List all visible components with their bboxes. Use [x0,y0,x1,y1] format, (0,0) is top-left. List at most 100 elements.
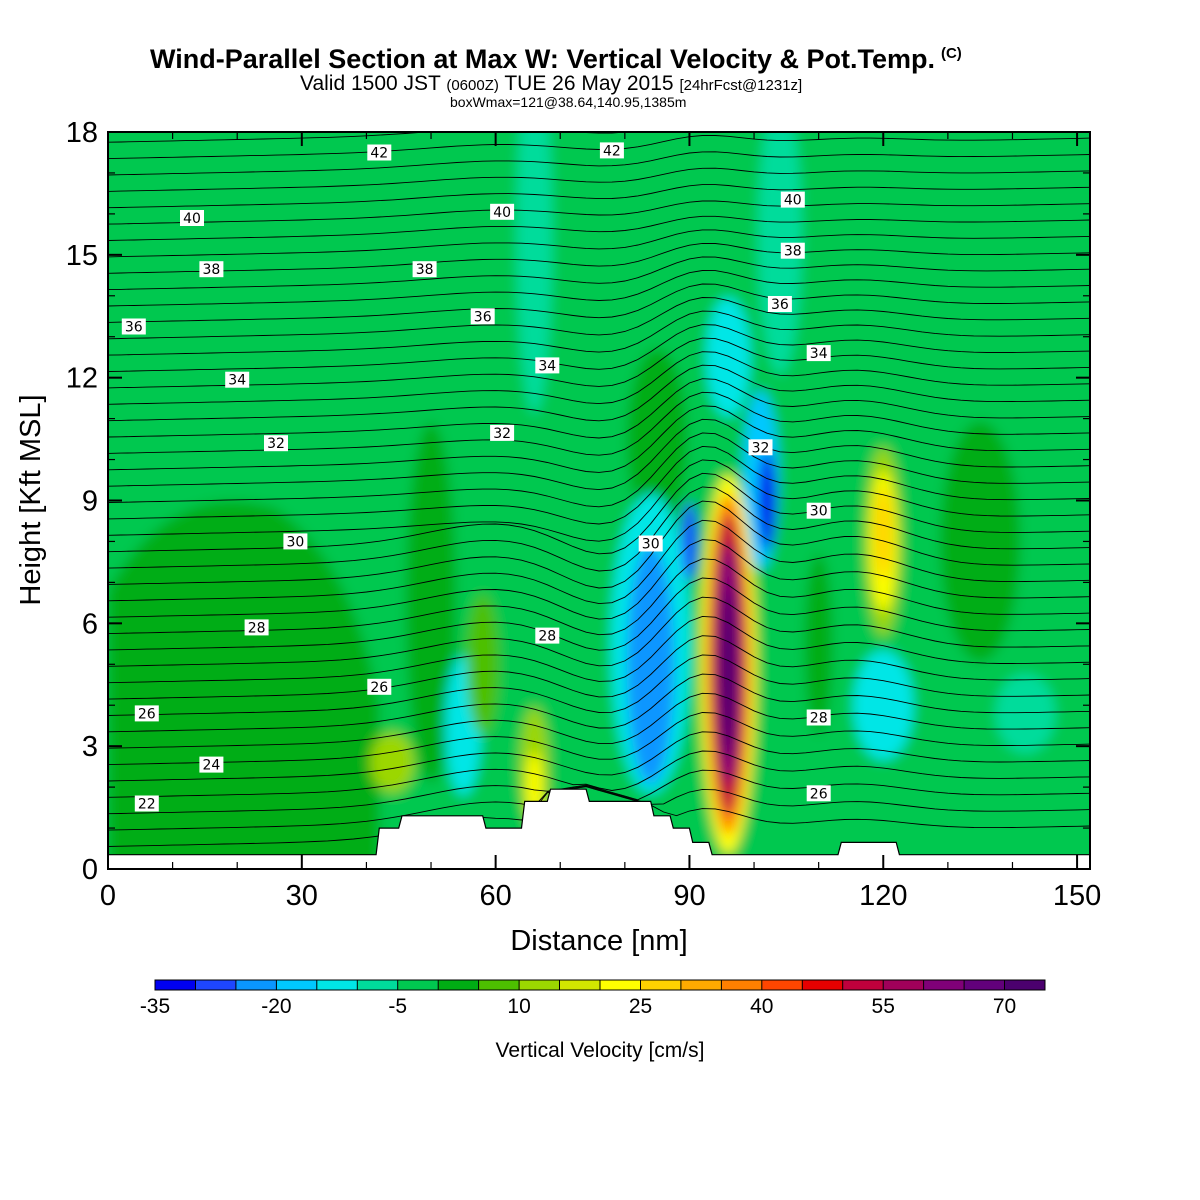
updraft2-core [875,488,892,579]
isentrope-line [108,200,1090,225]
colorbar-swatch [1004,980,1046,990]
isentrope-label: 28 [244,619,269,636]
isentrope-label: 42 [367,144,392,162]
x-tick-label: 150 [1053,880,1101,912]
y-tick-label: 0 [82,854,98,886]
isentrope-label-text: 40 [784,193,802,209]
y-tick-label: 12 [66,363,98,395]
colorbar-swatch [316,980,358,990]
isentrope-line [108,445,1090,525]
isentrope-label: 34 [225,371,250,389]
isentrope-line [108,786,1090,847]
colorbar-swatch [478,980,520,990]
downdraft-top [706,297,751,418]
downdraft-narrow [681,501,698,582]
x-tick-label: 0 [100,880,116,912]
colorbar-frame [154,979,1046,991]
isentrope-label: 28 [535,627,560,645]
isentrope-line [108,378,1090,439]
isentrope-line [108,459,1090,542]
isentrope-label-text: 32 [267,436,285,452]
rise-zone-right-low [804,553,833,734]
isentrope-line [108,486,1090,572]
rise-zone-right [940,421,1021,662]
copyright-mark: (C) [940,45,962,62]
isentrope-line [108,229,1090,258]
valid-utc: (0600Z) [446,77,499,94]
isentrope-line [108,432,1090,508]
isentrope-line [108,500,1090,589]
sink-zone-right-core [853,650,914,761]
valid-prefix: Valid 1500 JST [300,72,441,95]
colorbar-label: Vertical Velocity [cm/s] [496,1039,705,1062]
isentrope-line [108,135,1090,160]
isentrope-label-bg [121,318,146,335]
isentrope-label-bg [412,261,437,278]
isentrope-label-bg [806,502,831,519]
isentrope-label: 36 [767,296,792,313]
isentrope-label-bg [806,345,831,362]
y-tick-label: 3 [82,731,98,763]
isentrope-line [108,785,1090,831]
isentrope-label-text: 26 [138,706,156,722]
terrain [108,788,1090,869]
updraft-core [721,587,736,758]
isentrope-label-text: 34 [538,358,556,374]
colorbar-tick-label: 40 [750,995,773,1018]
isentrope-label-text: 24 [202,758,220,774]
isentrope-label-bg [638,535,663,552]
isentrope-label-bg [535,627,560,644]
isentrope-line [108,167,1090,192]
isentrope-label-text: 38 [784,244,802,260]
colorbar-swatch [519,980,561,990]
updraft5 [466,594,499,735]
valid-date: TUE 26 May 2015 [504,72,674,95]
isentrope-line [108,418,1090,491]
colorbar-swatch [195,980,237,990]
colorbar-swatch [276,980,318,990]
isentrope-label-text: 28 [248,620,266,636]
isentrope-label-text: 28 [810,711,828,727]
x-tick-label: 120 [859,880,907,912]
isentrope-line [108,673,1090,733]
isentrope-label-text: 30 [286,534,304,550]
colorbar-swatch [923,980,965,990]
x-axis-label: Distance [nm] [510,925,687,957]
y-tick-label: 15 [66,240,98,272]
colorbar-tick-label: -20 [261,995,291,1018]
isentrope-line [108,151,1090,176]
isentrope-line [108,615,1090,684]
sink-zone-top [516,132,553,415]
x-tick-label: 60 [479,880,511,912]
isentrope-label-bg [490,424,515,441]
isentrope-label-text: 30 [810,504,828,520]
isentrope-label-text: 42 [603,143,621,159]
isentrope-line [108,405,1090,473]
isentrope-label-bg [134,705,159,722]
isentrope-label-text: 28 [538,629,556,645]
isentrope-label: 30 [806,502,831,520]
isentrope-line [108,731,1090,782]
isentrope-label-bg [806,709,831,726]
x-tick-label: 90 [673,880,705,912]
isentrope-label-text: 42 [370,146,388,162]
isentrope-line [108,270,1090,307]
colorbar-swatch [883,980,925,990]
sink-zone-right [995,673,1056,754]
isentrope-line [108,577,1090,651]
colorbar-swatch [600,980,641,990]
isentrope-label-text: 32 [493,426,511,442]
sink-zone-top-right [757,132,802,375]
isentrope-line [108,472,1090,555]
isentrope-label-bg [599,142,624,159]
y-axis-label: Height [Kft MSL] [15,394,47,605]
isentrope-label: 34 [806,345,831,362]
colorbar-swatch [842,980,884,990]
downdraft-core [626,544,675,785]
isentrope-line [108,596,1090,667]
isentrope-line [108,692,1090,749]
isentrope-label: 36 [121,318,146,336]
colorbar-swatch [680,980,722,990]
isentrope-label: 42 [599,142,624,159]
isentrope-label-text: 40 [183,211,201,227]
